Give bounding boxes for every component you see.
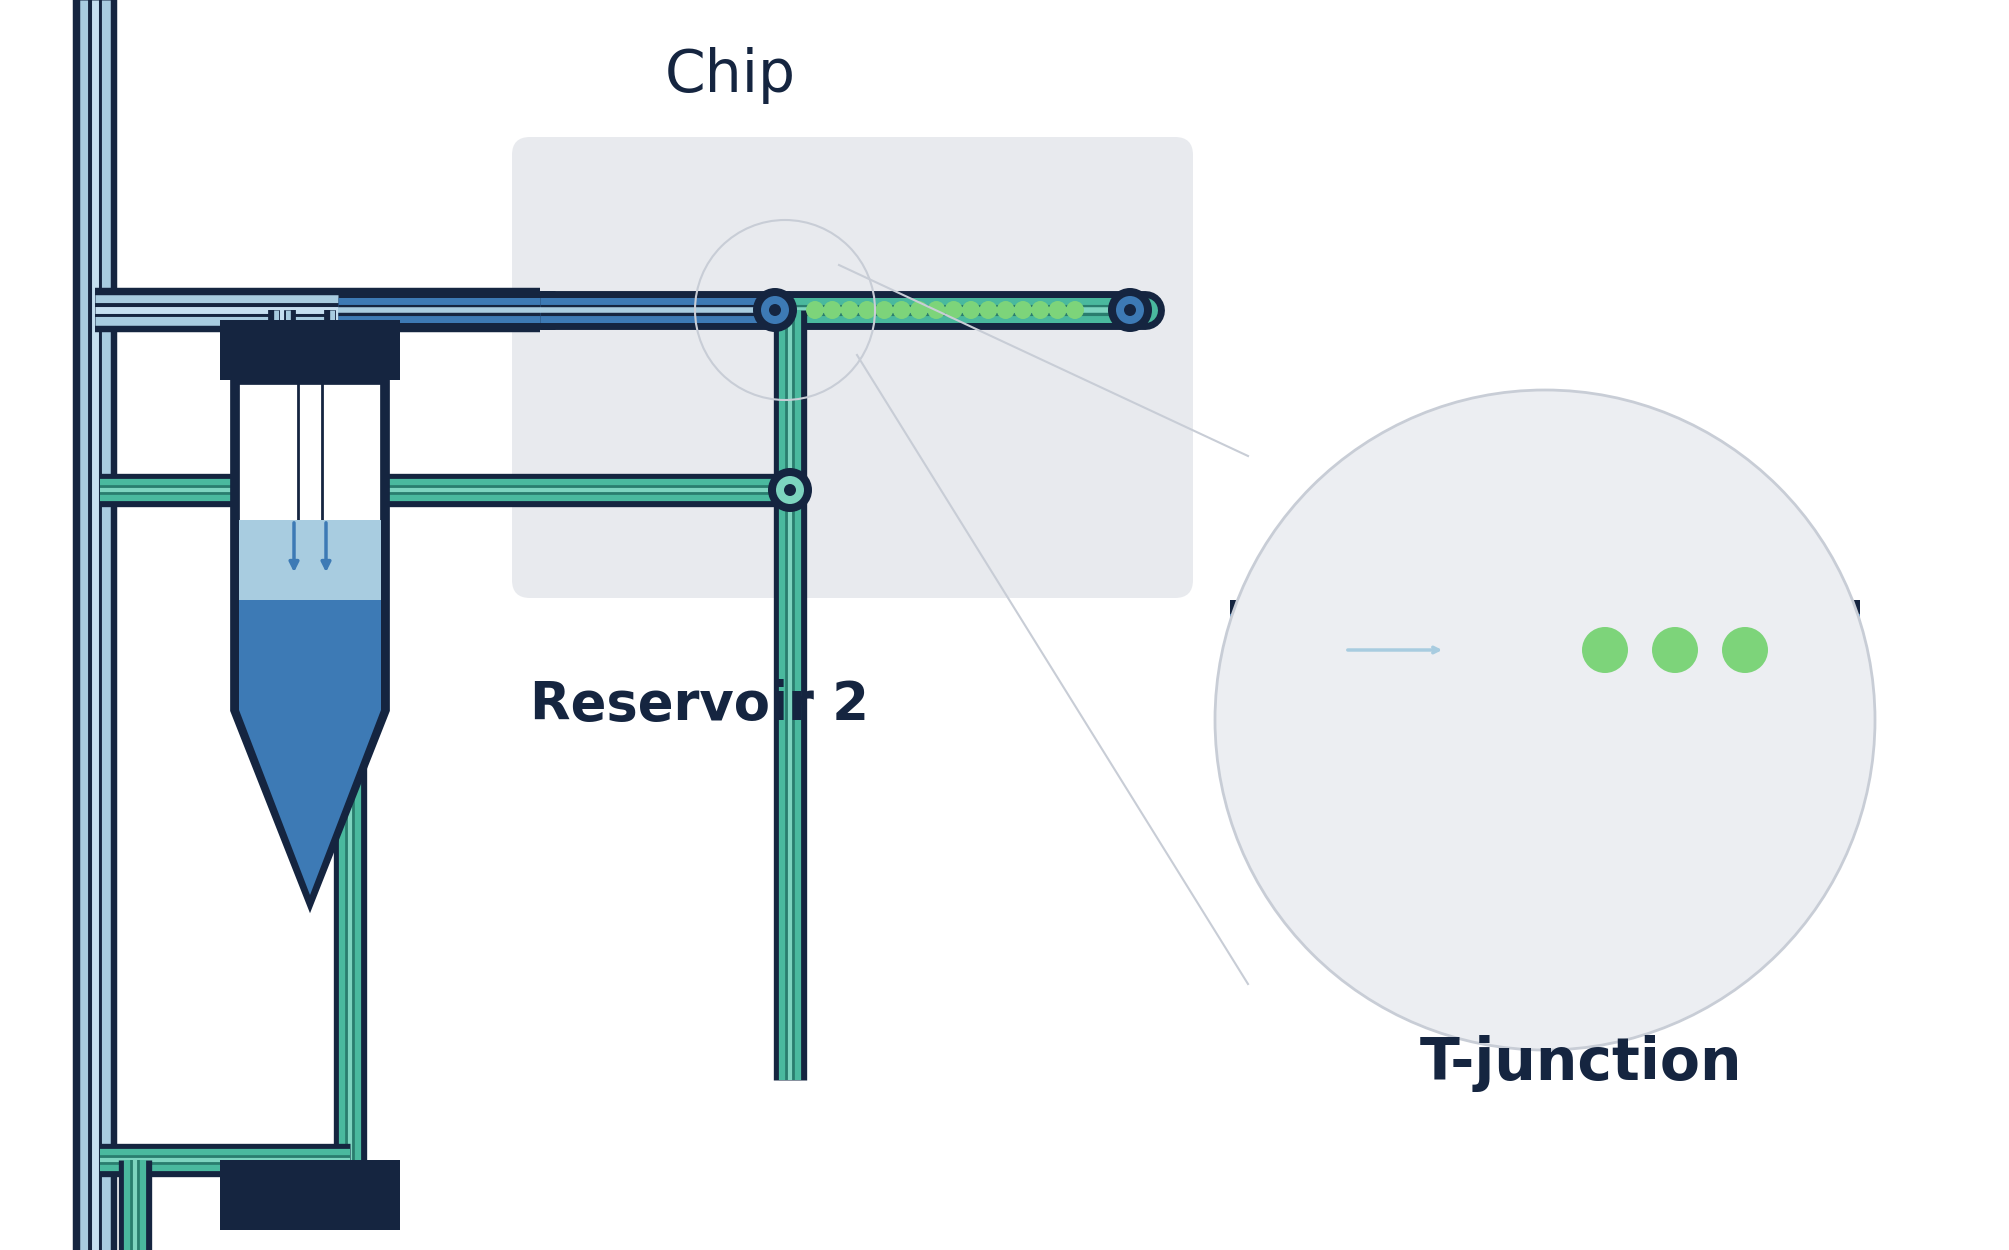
Circle shape: [928, 301, 946, 319]
Circle shape: [892, 301, 910, 319]
Circle shape: [753, 288, 798, 332]
Circle shape: [806, 301, 824, 319]
Circle shape: [1015, 301, 1033, 319]
Circle shape: [1031, 301, 1049, 319]
Text: Chip: Chip: [665, 48, 796, 104]
Circle shape: [1117, 296, 1143, 324]
Circle shape: [1049, 301, 1067, 319]
Circle shape: [1123, 304, 1135, 316]
Circle shape: [1109, 288, 1151, 332]
Circle shape: [769, 304, 782, 316]
Circle shape: [1215, 390, 1874, 1050]
Circle shape: [775, 476, 804, 504]
Circle shape: [978, 301, 996, 319]
FancyBboxPatch shape: [512, 138, 1193, 598]
Circle shape: [767, 468, 812, 512]
Circle shape: [944, 301, 962, 319]
Circle shape: [876, 301, 894, 319]
Circle shape: [784, 484, 796, 496]
Text: T-junction: T-junction: [1420, 1035, 1742, 1092]
Circle shape: [1581, 628, 1627, 672]
Circle shape: [962, 301, 980, 319]
Circle shape: [910, 301, 928, 319]
Circle shape: [1651, 628, 1698, 672]
Circle shape: [840, 301, 858, 319]
Polygon shape: [235, 380, 386, 900]
FancyBboxPatch shape: [221, 320, 400, 380]
Circle shape: [1067, 301, 1085, 319]
Polygon shape: [239, 520, 382, 600]
FancyBboxPatch shape: [221, 1160, 400, 1230]
Text: Reservoir 2: Reservoir 2: [530, 679, 870, 731]
Circle shape: [996, 301, 1015, 319]
Circle shape: [1722, 628, 1768, 672]
Circle shape: [858, 301, 876, 319]
Circle shape: [761, 296, 790, 324]
Polygon shape: [239, 520, 382, 895]
Circle shape: [824, 301, 842, 319]
